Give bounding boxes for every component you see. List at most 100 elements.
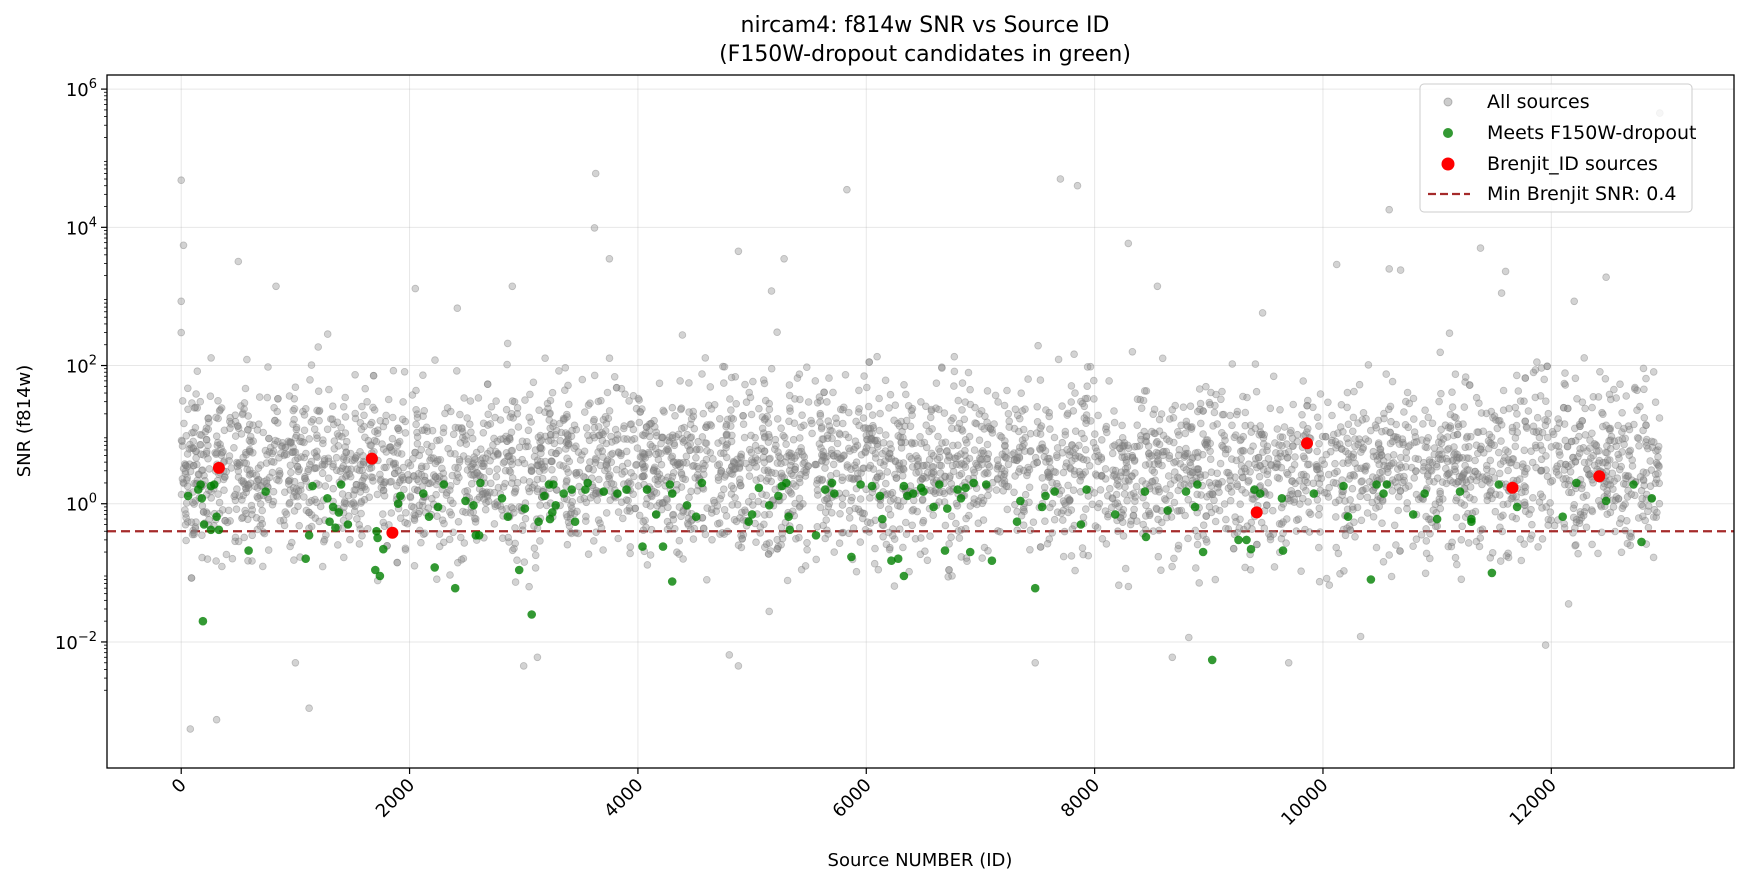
- all-sources-point: [1501, 453, 1509, 462]
- all-sources-point: [214, 396, 222, 405]
- dropout-point: [474, 531, 484, 540]
- all-sources-point: [1208, 489, 1216, 497]
- all-sources-point: [1617, 462, 1625, 471]
- all-sources-point: [1594, 549, 1602, 558]
- all-sources-point: [966, 502, 975, 510]
- dropout-point: [981, 480, 991, 489]
- all-sources-point: [1078, 544, 1087, 552]
- all-sources-point: [1199, 521, 1208, 529]
- all-sources-point: [1105, 377, 1113, 385]
- all-sources-point: [414, 477, 423, 486]
- all-sources-point: [1286, 429, 1295, 437]
- all-sources-point: [1602, 421, 1610, 430]
- all-sources-point: [944, 572, 952, 581]
- all-sources-point: [1025, 498, 1033, 507]
- all-sources-point: [1578, 417, 1586, 425]
- all-sources-point: [290, 556, 298, 564]
- all-sources-point: [777, 473, 785, 482]
- all-sources-point: [1038, 474, 1047, 482]
- all-sources-point: [570, 444, 578, 453]
- all-sources-point: [479, 428, 488, 437]
- dropout-point: [940, 546, 950, 555]
- all-sources-point: [849, 524, 858, 532]
- all-sources-point: [355, 520, 364, 529]
- all-sources-point: [1013, 453, 1021, 462]
- all-sources-point: [945, 486, 954, 495]
- all-sources-point: [1120, 490, 1129, 498]
- all-sources-point: [366, 420, 375, 429]
- all-sources-point: [510, 397, 519, 406]
- all-sources-point: [1097, 471, 1106, 480]
- all-sources-point: [1561, 381, 1570, 389]
- all-sources-point: [567, 501, 575, 510]
- all-sources-point: [1154, 552, 1163, 561]
- all-sources-point: [576, 495, 585, 504]
- all-sources-point: [1176, 481, 1185, 490]
- all-sources-point: [1612, 442, 1621, 451]
- all-sources-point: [1011, 405, 1020, 414]
- all-sources-point: [580, 447, 589, 456]
- all-sources-point: [755, 404, 763, 413]
- all-sources-point: [702, 455, 711, 464]
- all-sources-point: [920, 472, 928, 481]
- all-sources-point: [225, 456, 233, 465]
- all-sources-point: [1083, 382, 1091, 391]
- all-sources-point: [411, 284, 420, 293]
- all-sources-point: [1572, 541, 1580, 549]
- all-sources-point: [1138, 477, 1146, 485]
- dropout-point: [1163, 506, 1172, 515]
- all-sources-point: [1569, 513, 1578, 522]
- all-sources-point: [257, 515, 265, 524]
- all-sources-point: [975, 410, 984, 418]
- all-sources-point: [935, 461, 944, 470]
- all-sources-point: [1344, 420, 1353, 429]
- all-sources-point: [1547, 443, 1556, 451]
- all-sources-point: [916, 432, 924, 441]
- all-sources-point: [189, 461, 198, 470]
- all-sources-point: [511, 524, 519, 532]
- all-sources-point: [1376, 445, 1385, 454]
- dropout-point: [1487, 568, 1497, 578]
- all-sources-point: [458, 424, 466, 433]
- all-sources-point: [669, 515, 678, 524]
- all-sources-point: [964, 511, 973, 520]
- all-sources-point: [1359, 408, 1368, 417]
- all-sources-point: [864, 424, 873, 433]
- dropout-point: [691, 512, 701, 521]
- all-sources-point: [1548, 476, 1557, 485]
- all-sources-point: [187, 518, 196, 526]
- dropout-point: [613, 489, 622, 498]
- all-sources-point: [198, 531, 206, 539]
- all-sources-point: [1487, 407, 1496, 416]
- all-sources-point: [1454, 477, 1462, 486]
- all-sources-point: [808, 419, 816, 428]
- dropout-point: [1558, 512, 1567, 521]
- all-sources-point: [293, 462, 302, 471]
- all-sources-point: [613, 435, 622, 443]
- all-sources-point: [285, 498, 294, 507]
- all-sources-point: [619, 424, 628, 433]
- all-sources-point: [1030, 460, 1038, 468]
- all-sources-point: [1640, 481, 1648, 490]
- all-sources-point: [237, 476, 246, 485]
- all-sources-point: [1622, 392, 1630, 400]
- all-sources-point: [1125, 477, 1133, 485]
- all-sources-point: [1487, 440, 1496, 449]
- all-sources-point: [1410, 474, 1418, 482]
- dropout-point: [784, 512, 793, 521]
- all-sources-point: [1093, 523, 1102, 532]
- all-sources-point: [1071, 389, 1079, 397]
- all-sources-point: [832, 419, 841, 428]
- all-sources-point: [1457, 575, 1466, 584]
- all-sources-point: [387, 509, 396, 517]
- all-sources-point: [707, 505, 716, 514]
- all-sources-point: [1426, 554, 1434, 563]
- all-sources-point: [785, 449, 793, 457]
- all-sources-point: [612, 383, 621, 392]
- dropout-point: [638, 542, 647, 551]
- all-sources-point: [1171, 401, 1179, 410]
- all-sources-point: [1333, 467, 1341, 476]
- all-sources-point: [290, 394, 299, 403]
- all-sources-point: [1639, 475, 1648, 484]
- all-sources-point: [1357, 516, 1366, 525]
